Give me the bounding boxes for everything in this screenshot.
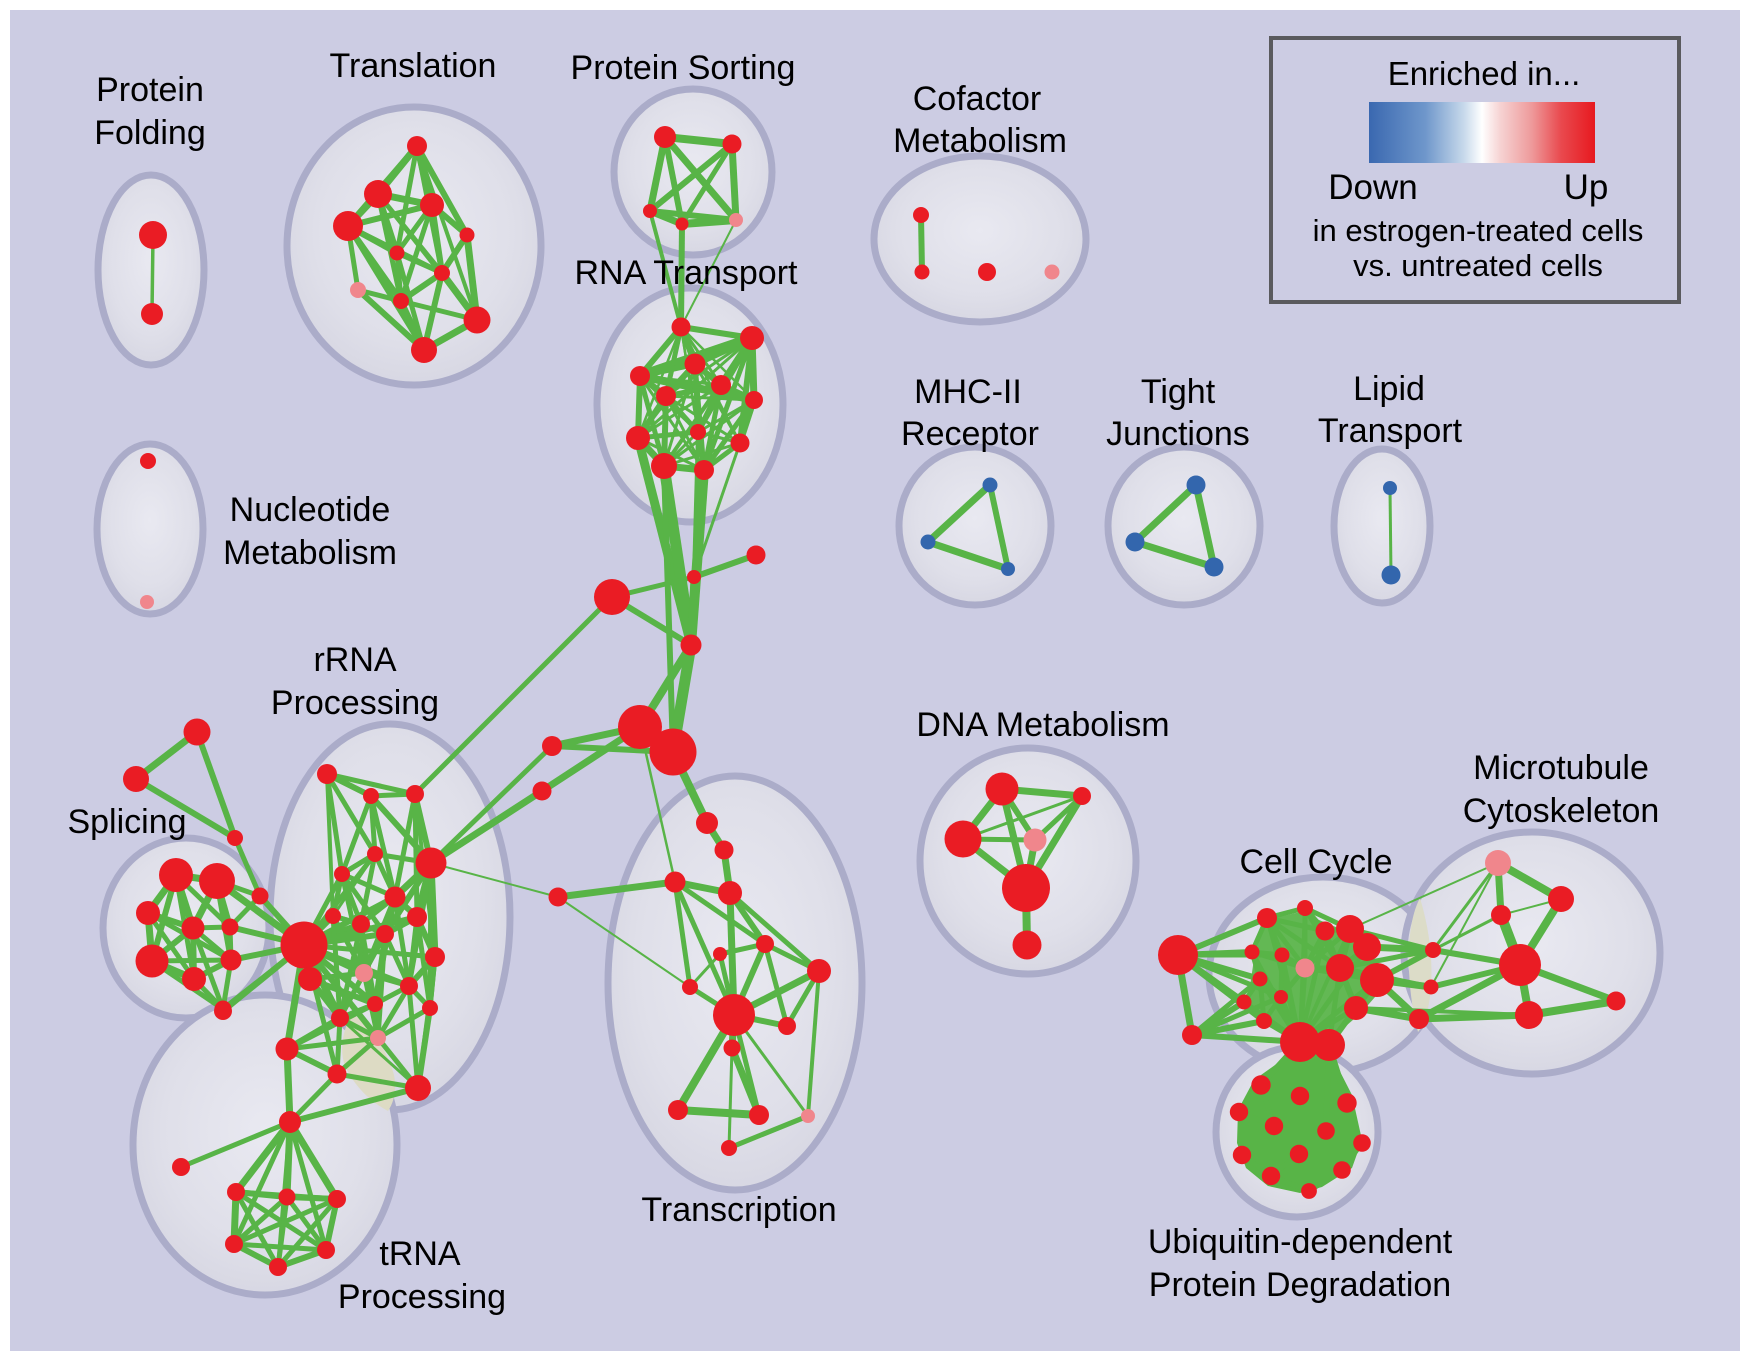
- svg-text:Processing: Processing: [338, 1278, 506, 1316]
- svg-text:Protein Degradation: Protein Degradation: [1149, 1266, 1451, 1304]
- svg-text:Processing: Processing: [271, 684, 439, 722]
- svg-text:Metabolism: Metabolism: [893, 122, 1067, 160]
- svg-text:vs. untreated cells: vs. untreated cells: [1353, 248, 1603, 283]
- svg-text:in estrogen-treated cells: in estrogen-treated cells: [1313, 213, 1644, 248]
- svg-text:Splicing: Splicing: [67, 803, 186, 841]
- svg-text:Lipid: Lipid: [1353, 370, 1425, 408]
- svg-text:Transport: Transport: [1318, 412, 1463, 450]
- svg-text:DNA Metabolism: DNA Metabolism: [916, 706, 1169, 744]
- svg-text:Protein Sorting: Protein Sorting: [571, 49, 796, 87]
- svg-text:Microtubule: Microtubule: [1473, 749, 1649, 787]
- svg-text:Tight: Tight: [1141, 373, 1216, 411]
- svg-text:Cofactor: Cofactor: [913, 80, 1042, 118]
- svg-text:rRNA: rRNA: [313, 641, 396, 679]
- svg-text:Down: Down: [1328, 168, 1417, 207]
- svg-text:Translation: Translation: [330, 47, 497, 85]
- svg-text:Cytoskeleton: Cytoskeleton: [1463, 792, 1660, 830]
- svg-text:Transcription: Transcription: [641, 1191, 836, 1229]
- svg-text:MHC-II: MHC-II: [914, 373, 1022, 411]
- svg-text:Nucleotide: Nucleotide: [230, 491, 391, 529]
- svg-text:Protein: Protein: [96, 71, 204, 109]
- svg-text:Enriched in...: Enriched in...: [1388, 55, 1581, 92]
- svg-text:tRNA: tRNA: [379, 1235, 461, 1273]
- svg-text:Receptor: Receptor: [901, 415, 1039, 453]
- svg-text:Metabolism: Metabolism: [223, 534, 397, 572]
- svg-text:RNA Transport: RNA Transport: [575, 254, 799, 292]
- svg-text:Cell Cycle: Cell Cycle: [1239, 843, 1392, 881]
- svg-text:Folding: Folding: [94, 114, 206, 152]
- svg-text:Junctions: Junctions: [1106, 415, 1250, 453]
- svg-text:Ubiquitin-dependent: Ubiquitin-dependent: [1148, 1223, 1453, 1261]
- svg-text:Up: Up: [1564, 168, 1609, 207]
